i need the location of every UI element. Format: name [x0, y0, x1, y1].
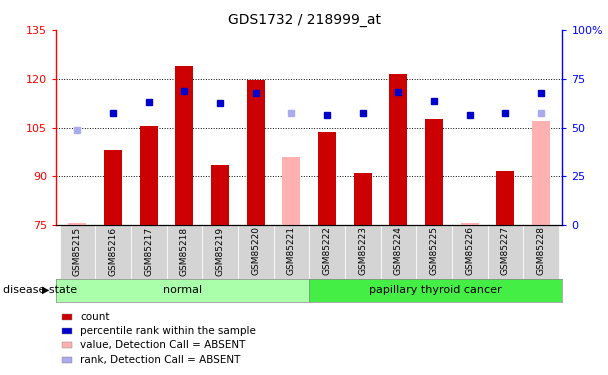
Bar — [425, 119, 443, 225]
Bar — [131, 30, 167, 225]
Bar — [176, 66, 193, 225]
Bar — [345, 30, 381, 225]
Bar — [95, 30, 131, 225]
Bar — [283, 157, 300, 225]
Bar — [381, 30, 416, 225]
Bar — [167, 30, 202, 225]
Text: normal: normal — [163, 285, 202, 295]
Text: count: count — [80, 312, 110, 322]
Text: papillary thyroid cancer: papillary thyroid cancer — [370, 285, 502, 295]
Text: percentile rank within the sample: percentile rank within the sample — [80, 326, 256, 336]
Bar — [104, 150, 122, 225]
Bar — [354, 173, 371, 225]
Bar — [202, 30, 238, 225]
Bar — [389, 74, 407, 225]
Bar — [523, 30, 559, 225]
Bar — [211, 165, 229, 225]
Text: rank, Detection Call = ABSENT: rank, Detection Call = ABSENT — [80, 355, 241, 364]
Bar — [318, 132, 336, 225]
Bar — [140, 126, 157, 225]
Bar — [247, 80, 264, 225]
Bar — [496, 171, 514, 225]
Bar — [274, 30, 309, 225]
Bar — [69, 224, 86, 225]
Text: ▶: ▶ — [43, 285, 50, 295]
Bar — [238, 30, 274, 225]
Text: disease state: disease state — [3, 285, 77, 295]
Bar — [488, 30, 523, 225]
Text: value, Detection Call = ABSENT: value, Detection Call = ABSENT — [80, 340, 246, 350]
Bar — [452, 30, 488, 225]
Bar — [461, 224, 478, 225]
Bar — [60, 30, 95, 225]
Bar — [416, 30, 452, 225]
Bar — [532, 121, 550, 225]
Bar — [309, 30, 345, 225]
Text: GDS1732 / 218999_at: GDS1732 / 218999_at — [227, 13, 381, 27]
